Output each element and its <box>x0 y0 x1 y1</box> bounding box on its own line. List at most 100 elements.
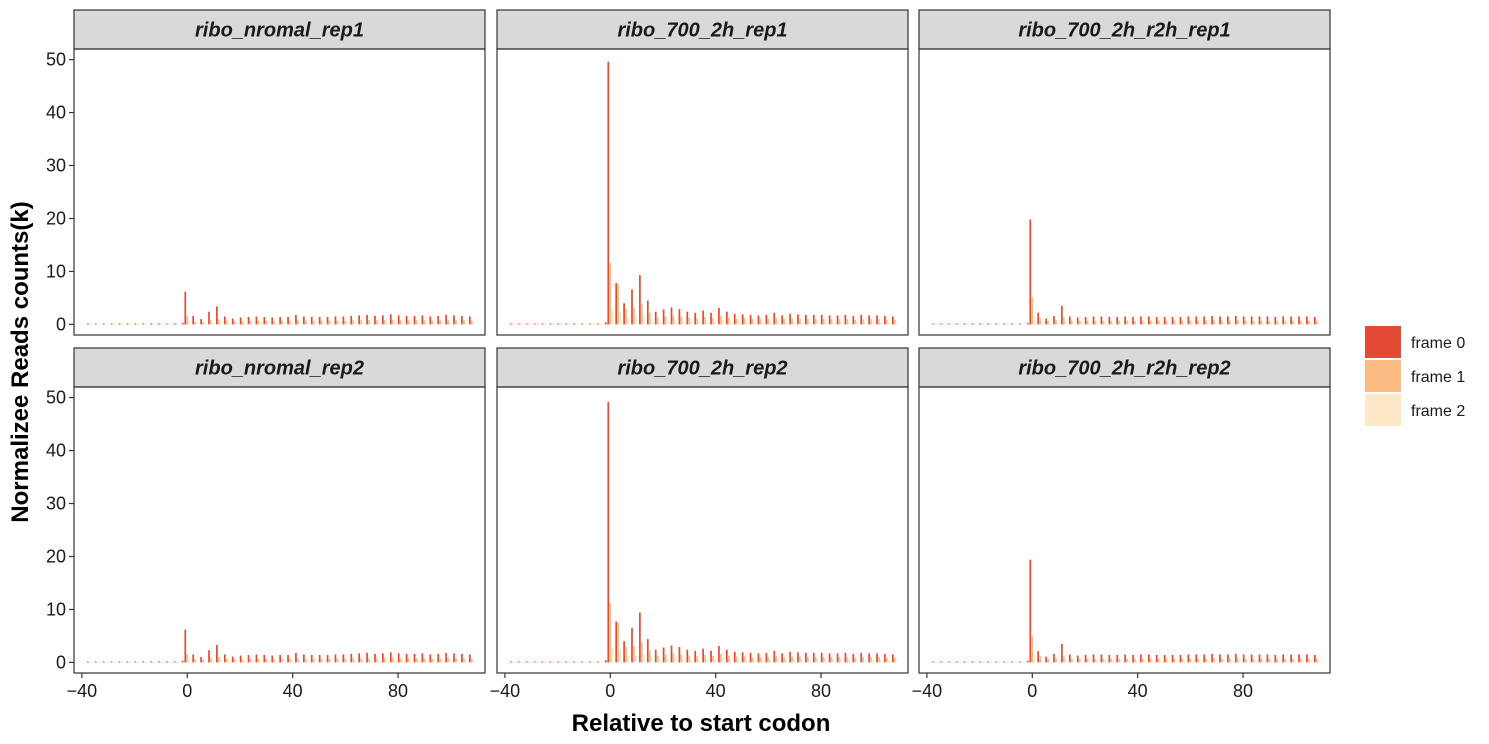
bar-frame-0 <box>1045 656 1047 663</box>
bar-frame-0 <box>1155 654 1158 663</box>
bar-frame-1 <box>399 320 402 325</box>
bar-frame-2 <box>1262 660 1265 663</box>
bar-frame-1 <box>1078 320 1081 325</box>
bar-frame-2 <box>895 322 898 325</box>
bar-frame-2 <box>690 321 693 325</box>
bar-frame-0 <box>987 661 989 663</box>
bar-frame-2 <box>999 323 1001 325</box>
bar-frame-0 <box>604 322 607 325</box>
legend-key-frame-0 <box>1365 326 1401 358</box>
bar-frame-0 <box>1037 651 1040 663</box>
bar-frame-2 <box>314 322 317 325</box>
bar-frame-0 <box>1108 654 1111 663</box>
bar-frame-1 <box>1244 658 1247 663</box>
bar-frame-0 <box>389 314 392 325</box>
bar-frame-1 <box>1005 661 1007 663</box>
bar-frame-0 <box>271 317 274 325</box>
bar-frame-1 <box>672 653 675 663</box>
bar-frame-2 <box>338 660 341 663</box>
legend: frame 0 frame 1 frame 2 <box>1365 326 1465 426</box>
bar-frame-2 <box>1065 659 1067 663</box>
bar-frame-1 <box>743 656 746 663</box>
bar-frame-1 <box>1086 320 1089 325</box>
bar-frame-0 <box>844 314 847 325</box>
bar-frame-1 <box>1181 320 1184 325</box>
bar-frame-2 <box>425 660 428 663</box>
bar-frame-1 <box>407 320 410 325</box>
bar-frame-0 <box>118 323 121 325</box>
bar-frame-1 <box>641 642 643 663</box>
bar-frame-2 <box>1072 660 1075 663</box>
bar-frame-0 <box>1282 316 1285 325</box>
bar-frame-1 <box>289 658 291 663</box>
bar-frame-2 <box>1152 660 1154 663</box>
bar-frame-2 <box>1302 660 1304 663</box>
bar-frame-2 <box>1167 660 1170 663</box>
bar-frame-0 <box>1266 316 1269 325</box>
bar-frame-0 <box>1219 654 1221 663</box>
bar-frame-2 <box>130 323 133 325</box>
bar-frame-1 <box>1189 658 1192 663</box>
bar-frame-2 <box>1136 322 1138 325</box>
bar-frame-2 <box>635 655 637 663</box>
bar-frame-0 <box>421 653 424 663</box>
bar-frame-1 <box>511 661 514 663</box>
bar-frame-2 <box>291 322 293 325</box>
bar-frame-1 <box>297 658 299 663</box>
bar-frame-0 <box>805 314 807 325</box>
bar-frame-1 <box>1300 658 1302 663</box>
bar-frame-0 <box>405 315 408 325</box>
bar-frame-2 <box>154 323 156 325</box>
bar-frame-1 <box>981 661 984 663</box>
bar-frame-0 <box>541 323 544 325</box>
bar-frame-1 <box>88 661 91 663</box>
bar-frame-0 <box>639 612 641 663</box>
bar-frame-0 <box>726 649 728 663</box>
bar-frame-0 <box>86 323 89 325</box>
bar-frame-0 <box>334 654 337 663</box>
bar-frame-2 <box>1057 660 1059 663</box>
bar-frame-0 <box>971 661 974 663</box>
bar-frame-1 <box>1118 320 1121 325</box>
bar-frame-2 <box>1294 322 1296 325</box>
bar-frame-1 <box>743 318 746 325</box>
bar-frame-2 <box>122 661 125 663</box>
bar-frame-1 <box>281 320 283 325</box>
bar-frame-0 <box>891 316 894 325</box>
bar-frame-0 <box>342 316 345 325</box>
bar-frame-2 <box>1317 660 1320 663</box>
bar-frame-0 <box>429 316 432 325</box>
bar-frame-0 <box>1274 316 1277 325</box>
bar-frame-1 <box>551 323 554 325</box>
bar-frame-0 <box>142 323 144 325</box>
bar-frame-1 <box>559 323 562 325</box>
bar-frame-2 <box>840 321 843 325</box>
bar-frame-2 <box>513 323 516 325</box>
bar-frame-0 <box>670 645 673 663</box>
bar-frame-1 <box>543 661 546 663</box>
bar-frame-0 <box>710 650 712 663</box>
bar-frame-2 <box>441 660 444 663</box>
bar-frame-1 <box>336 320 339 325</box>
legend-key-frame-1 <box>1365 360 1401 392</box>
bar-frame-0 <box>318 654 321 663</box>
bar-frame-0 <box>1100 654 1103 663</box>
bar-frame-2 <box>1286 322 1289 325</box>
bar-frame-0 <box>279 654 281 663</box>
bar-frame-2 <box>1007 661 1009 663</box>
bar-frame-1 <box>735 318 738 325</box>
bar-frame-1 <box>225 320 228 325</box>
bar-frame-2 <box>1007 323 1009 325</box>
bar-frame-2 <box>1310 660 1312 663</box>
bar-frame-0 <box>1124 654 1126 663</box>
bar-frame-2 <box>1246 660 1249 663</box>
bar-frame-2 <box>378 660 380 663</box>
facet-title: ribo_700_2h_rep2 <box>617 358 787 380</box>
bar-frame-0 <box>1290 316 1292 325</box>
bar-frame-2 <box>1175 660 1178 663</box>
bar-frame-2 <box>737 321 740 325</box>
bar-frame-2 <box>593 661 595 663</box>
bar-frame-1 <box>194 321 197 325</box>
bar-frame-0 <box>749 652 752 663</box>
bar-frame-2 <box>872 659 874 663</box>
